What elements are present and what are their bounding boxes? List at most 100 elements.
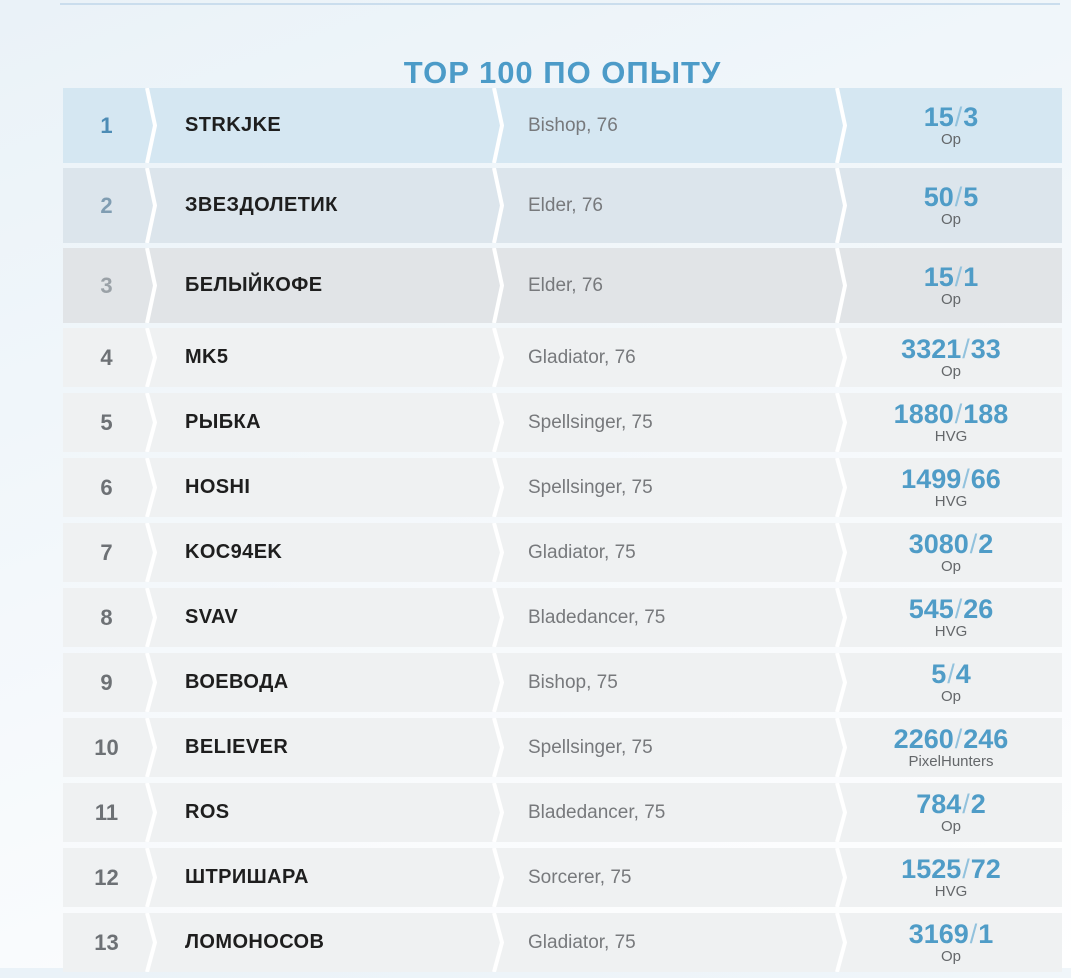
player-name: BELIEVER	[185, 736, 289, 758]
score-cell: 15/1 Op	[840, 248, 1062, 323]
score-value: 545/26	[909, 595, 994, 623]
score-slash: /	[969, 918, 978, 949]
score-part: 1	[963, 261, 979, 292]
score-part: 2	[970, 788, 986, 819]
player-class-level: Spellsinger, 75	[528, 411, 653, 433]
player-class-level: Sorcerer, 75	[528, 866, 632, 888]
score-part: 1499	[901, 463, 962, 494]
score-cell: 5/4 Op	[840, 653, 1062, 712]
rank-cell: 11	[94, 799, 119, 825]
player-class-level: Elder, 76	[528, 274, 603, 296]
player-class-level: Elder, 76	[528, 194, 603, 216]
player-name: HOSHI	[185, 476, 251, 498]
table-row-rank-3: 3 БЕЛЫЙКОФЕ Elder, 76 15/1 Op	[63, 248, 1062, 323]
score-slash: /	[954, 398, 963, 429]
score-part: 5	[963, 181, 979, 212]
table-row-rank-12: 12 ШТРИШАРА Sorcerer, 75 1525/72 HVG	[63, 848, 1062, 907]
player-class-level: Spellsinger, 75	[528, 476, 653, 498]
score-value: 50/5	[924, 183, 979, 211]
player-name: STRKJKE	[185, 114, 282, 136]
score-part: 1880	[893, 398, 954, 429]
player-name: РЫБКА	[185, 411, 261, 433]
rank-cell: 5	[100, 409, 113, 435]
rank-cell: 1	[100, 112, 113, 138]
page-title: TOP 100 ПО ОПЫТУ	[403, 54, 722, 90]
score-slash: /	[954, 593, 963, 624]
score-value: 1525/72	[901, 855, 1001, 883]
score-part: 4	[955, 658, 971, 689]
clan-name: Op	[940, 363, 961, 381]
player-name: ШТРИШАРА	[185, 866, 309, 888]
score-part: 15	[923, 261, 954, 292]
clan-name: HVG	[934, 883, 968, 901]
clan-name: Op	[940, 688, 961, 706]
player-class-level: Bishop, 76	[528, 114, 618, 136]
table-row-rank-2: 2 ЗВЕЗДОЛЕТИК Elder, 76 50/5 Op	[63, 168, 1062, 243]
score-value: 5/4	[931, 660, 971, 688]
score-part: 26	[963, 593, 994, 624]
clan-name: Op	[940, 291, 961, 309]
score-part: 2	[978, 528, 994, 559]
score-slash: /	[954, 723, 963, 754]
score-value: 3080/2	[909, 530, 994, 558]
score-value: 15/3	[924, 103, 979, 131]
clan-name: Op	[940, 818, 961, 836]
score-slash: /	[954, 101, 963, 132]
player-class-level: Gladiator, 75	[528, 931, 636, 953]
clan-name: HVG	[934, 623, 968, 641]
rank-cell: 4	[100, 344, 113, 370]
player-name: KOC94EK	[185, 541, 283, 563]
score-value: 2260/246	[894, 725, 1009, 753]
rank-cell: 12	[94, 864, 119, 890]
clan-name: Op	[940, 211, 961, 229]
score-slash: /	[954, 181, 963, 212]
rank-cell: 3	[100, 272, 113, 298]
score-slash: /	[947, 658, 955, 689]
leaderboard-table: 1 STRKJKE Bishop, 76 15/3 Op 2 ЗВЕЗДОЛЕТ…	[63, 88, 1062, 978]
score-part: 33	[970, 333, 1001, 364]
player-name: ВОЕВОДА	[185, 671, 289, 693]
score-value: 1880/188	[894, 400, 1009, 428]
rank-cell: 13	[94, 929, 119, 955]
player-class-level: Bladedancer, 75	[528, 606, 666, 628]
player-name: SVAV	[185, 606, 239, 628]
player-class-level: Gladiator, 75	[528, 541, 636, 563]
player-name: MK5	[185, 346, 229, 368]
score-part: 50	[923, 181, 954, 212]
score-cell: 3080/2 Op	[840, 523, 1062, 582]
score-part: 246	[963, 723, 1009, 754]
score-cell: 784/2 Op	[840, 783, 1062, 842]
score-part: 545	[908, 593, 954, 624]
score-slash: /	[962, 788, 970, 819]
score-part: 1	[978, 918, 994, 949]
table-row-rank-1: 1 STRKJKE Bishop, 76 15/3 Op	[63, 88, 1062, 163]
score-slash: /	[969, 528, 978, 559]
score-part: 784	[916, 788, 962, 819]
score-cell: 1525/72 HVG	[840, 848, 1062, 907]
clan-name: HVG	[934, 493, 968, 511]
score-part: 2260	[893, 723, 954, 754]
score-cell: 3169/1 Op	[840, 913, 1062, 972]
table-row-rank-10: 10 BELIEVER Spellsinger, 75 2260/246 Pix…	[63, 718, 1062, 777]
rank-cell: 2	[100, 192, 113, 218]
clan-name: Op	[940, 558, 961, 576]
score-cell: 50/5 Op	[840, 168, 1062, 243]
player-class-level: Gladiator, 76	[528, 346, 636, 368]
player-class-level: Bladedancer, 75	[528, 801, 666, 823]
score-value: 784/2	[916, 790, 986, 818]
clan-name: PixelHunters	[908, 753, 994, 771]
table-row-rank-7: 7 KOC94EK Gladiator, 75 3080/2 Op	[63, 523, 1062, 582]
rank-cell: 8	[100, 604, 113, 630]
score-slash: /	[962, 463, 970, 494]
score-cell: 1880/188 HVG	[840, 393, 1062, 452]
score-part: 1525	[901, 853, 962, 884]
score-part: 66	[970, 463, 1001, 494]
table-row-rank-8: 8 SVAV Bladedancer, 75 545/26 HVG	[63, 588, 1062, 647]
table-row-rank-4: 4 MK5 Gladiator, 76 3321/33 Op	[63, 328, 1062, 387]
clan-name: HVG	[934, 428, 968, 446]
score-part: 188	[963, 398, 1009, 429]
player-class-level: Bishop, 75	[528, 671, 618, 693]
player-name: ЛОМОНОСОВ	[185, 931, 325, 953]
rank-cell: 9	[100, 669, 113, 695]
player-name: ЗВЕЗДОЛЕТИК	[185, 194, 338, 216]
